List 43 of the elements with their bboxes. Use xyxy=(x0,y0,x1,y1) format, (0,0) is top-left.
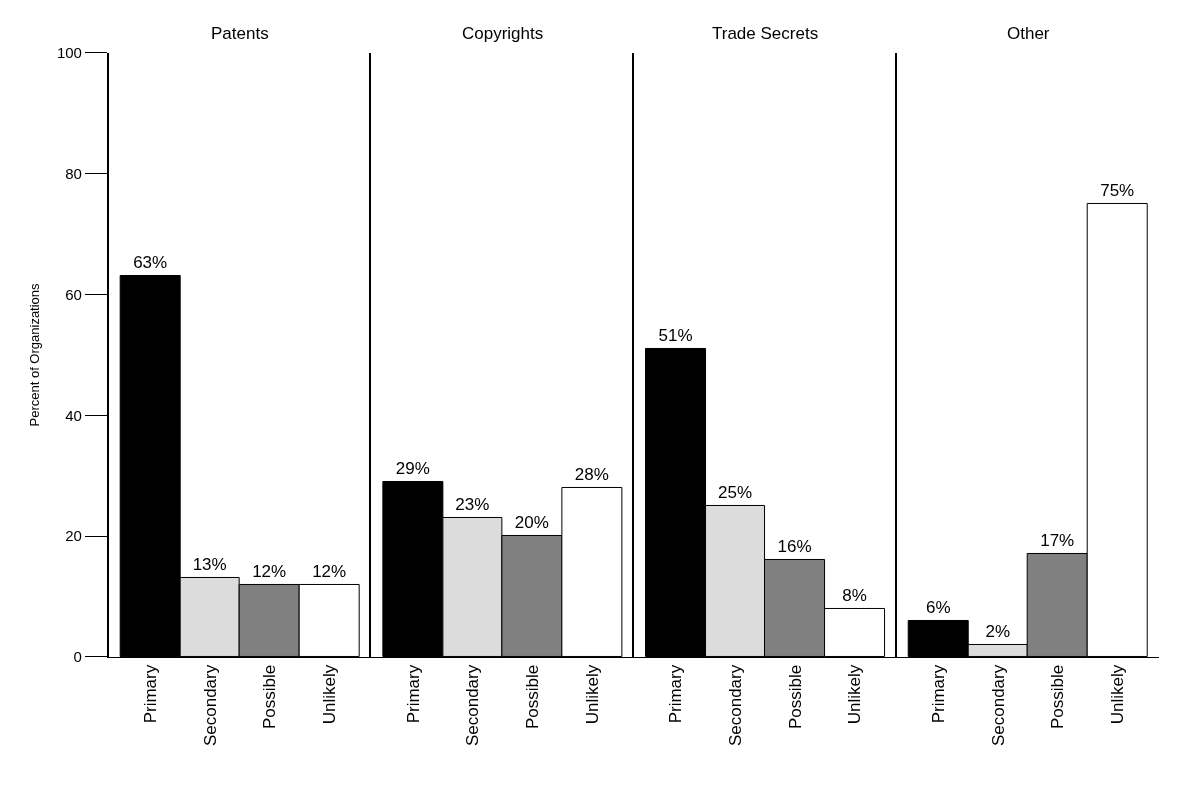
y-tick-label: 0 xyxy=(73,648,82,666)
data-label: 23% xyxy=(455,495,490,515)
x-tick-label: Primary xyxy=(141,664,160,724)
x-tick-label: Secondary xyxy=(200,664,220,747)
x-tick-label: Unlikely xyxy=(845,664,865,725)
x-tick-label: Possible xyxy=(260,664,280,730)
chart-title: Copyrights xyxy=(462,24,544,43)
x-tick-label: Primary xyxy=(929,664,949,724)
x-tick-label: Primary xyxy=(403,664,423,724)
data-label: 63% xyxy=(133,253,168,273)
x-tick-label: Unlikely xyxy=(1108,664,1128,725)
x-tick-label: Secondary xyxy=(463,664,483,747)
data-label: 75% xyxy=(1100,181,1135,201)
x-tick-label: Possible xyxy=(785,664,805,730)
data-label: 29% xyxy=(395,459,430,479)
data-label: 28% xyxy=(574,465,609,485)
chart-title: Other xyxy=(1007,24,1050,43)
data-label: 6% xyxy=(925,598,951,618)
x-tick-label: Secondary xyxy=(988,664,1008,747)
data-label: 20% xyxy=(514,513,549,533)
data-label: 2% xyxy=(985,622,1010,642)
data-label: 12% xyxy=(252,562,287,582)
data-label: 25% xyxy=(718,483,753,503)
x-tick-label: Secondary xyxy=(726,664,746,747)
data-label: 17% xyxy=(1040,531,1075,551)
x-tick-label: Possible xyxy=(523,664,543,730)
data-label: 13% xyxy=(192,555,227,575)
x-tick-label: Unlikely xyxy=(582,664,602,725)
data-label: 16% xyxy=(777,537,812,557)
y-tick-label: 20 xyxy=(65,527,82,545)
y-tick-label: 60 xyxy=(65,285,82,303)
y-tick-label: 100 xyxy=(56,44,82,62)
y-tick-label: 80 xyxy=(65,165,82,183)
data-label: 8% xyxy=(842,586,867,606)
y-tick-label: 40 xyxy=(65,406,82,424)
x-tick-label: Unlikely xyxy=(320,664,340,725)
data-label: 12% xyxy=(312,562,347,582)
x-tick-label: Primary xyxy=(666,664,686,724)
chart-title: Patents xyxy=(211,24,269,43)
x-tick-label: Possible xyxy=(1048,664,1068,730)
y-axis-title: Percent of Organizations xyxy=(27,282,43,427)
chart-title: Trade Secrets xyxy=(712,24,819,43)
data-label: 51% xyxy=(658,326,693,346)
